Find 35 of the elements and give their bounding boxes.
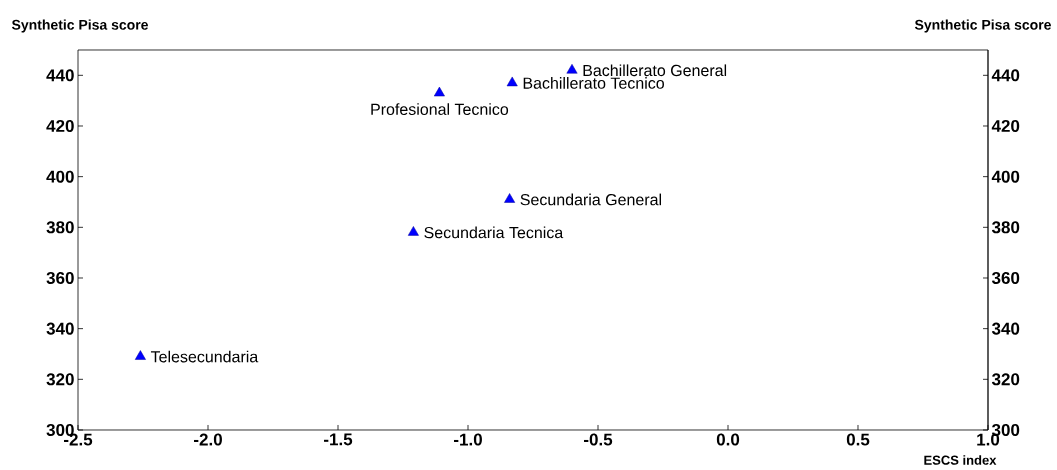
y2-tick-label: 400 xyxy=(991,170,1020,183)
y2-tick-label: 340 xyxy=(991,322,1020,335)
x-tick-label: -1.0 xyxy=(454,433,482,446)
point xyxy=(433,86,445,97)
y-tick-label: 420 xyxy=(46,119,74,133)
x-tick-label: 0.5 xyxy=(846,433,870,446)
y-tick-label: 360 xyxy=(46,271,74,285)
y-tick-label: 440 xyxy=(46,69,74,82)
y2-axis-title: Synthetic Pisa score xyxy=(914,19,1051,33)
y2-tick-label: 360 xyxy=(991,271,1020,285)
point xyxy=(506,76,518,87)
annotation: Secundaria General xyxy=(520,193,661,206)
point xyxy=(407,226,419,236)
point xyxy=(566,64,578,74)
x-axis-title: ESCS index xyxy=(924,455,997,465)
annotation: Profesional Tecnico xyxy=(371,103,509,116)
annotation: Telesecundaria xyxy=(150,350,259,363)
y2-tick-label: 420 xyxy=(991,119,1020,133)
annotation: Bachillerato General xyxy=(583,64,727,77)
point xyxy=(134,350,146,360)
x-tick-label: -2.0 xyxy=(194,433,222,446)
point xyxy=(504,193,516,203)
y-tick-label: 400 xyxy=(46,170,74,183)
y-tick-label: 380 xyxy=(46,221,74,234)
x-tick-label: -0.5 xyxy=(584,433,613,446)
annotation: Secundaria Tecnica xyxy=(424,226,564,239)
y-tick-label: 340 xyxy=(46,322,74,335)
annotation: Bachillerato Tecnico xyxy=(523,77,664,89)
y-axis-title: Synthetic Pisa score xyxy=(11,19,148,33)
x-tick-label: 0.0 xyxy=(716,433,740,446)
y2-tick-label: 440 xyxy=(991,69,1020,82)
y2-tick-label: 320 xyxy=(991,373,1020,386)
x-tick-label: -1.5 xyxy=(324,433,353,446)
y-tick-label: 320 xyxy=(46,373,74,386)
y2-tick-label: 380 xyxy=(991,221,1020,234)
